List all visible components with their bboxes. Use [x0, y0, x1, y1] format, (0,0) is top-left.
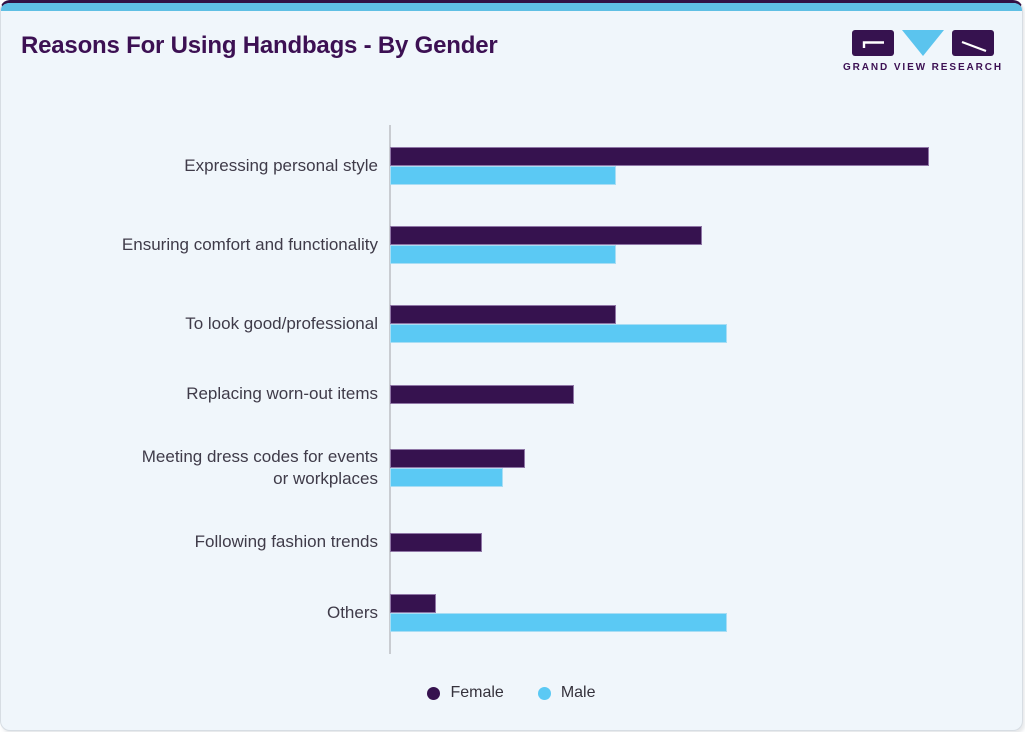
- category-label: Expressing personal style: [184, 156, 378, 175]
- gvr-logo: GRAND VIEW RESEARCH: [843, 29, 1001, 73]
- bar-group: [390, 593, 1002, 632]
- female-bar: [390, 384, 574, 404]
- male-bar: [390, 468, 504, 488]
- female-bar: [390, 147, 929, 166]
- male-bar: [390, 166, 617, 185]
- category-label: Following fashion trends: [194, 532, 378, 552]
- gvr-logo-mark-icon: [852, 30, 994, 56]
- chart-row: To look good/professional: [21, 304, 1002, 343]
- bar-group: [390, 304, 1002, 343]
- female-bar: [390, 593, 436, 613]
- chart-rows: Expressing personal style Ensuring comfo…: [21, 125, 1002, 654]
- chart-row: Expressing personal style: [21, 147, 1002, 185]
- chart-row: Ensuring comfort and functionality: [21, 225, 1002, 264]
- bar-group: [390, 384, 1002, 404]
- legend-item-male: Male: [537, 684, 596, 702]
- bar-group: [390, 449, 1002, 488]
- chart-legend: Female Male: [1, 684, 1022, 702]
- legend-label-female: Female: [450, 684, 504, 701]
- legend-item-female: Female: [427, 684, 504, 702]
- male-legend-dot-icon: [537, 686, 551, 700]
- chart-row: Replacing worn-out items: [21, 383, 1002, 405]
- category-label: To look good/professional: [185, 313, 378, 333]
- male-bar: [390, 612, 727, 632]
- female-bar: [390, 449, 525, 469]
- bar-group: [390, 147, 1002, 185]
- legend-label-male: Male: [560, 684, 596, 701]
- category-label: Others: [326, 602, 378, 622]
- female-bar: [390, 304, 617, 324]
- chart-row: Others: [21, 593, 1002, 632]
- gvr-logo-text: GRAND VIEW RESEARCH: [843, 62, 1003, 73]
- bar-group: [390, 225, 1002, 264]
- category-label: Meeting dress codes for events or workpl…: [141, 447, 378, 489]
- female-bar: [390, 532, 482, 552]
- page-title: Reasons For Using Handbags - By Gender: [21, 32, 498, 59]
- male-bar: [390, 244, 617, 264]
- bar-group: [390, 532, 1002, 552]
- top-accent-strip: [1, 3, 1022, 11]
- chart-row: Meeting dress codes for events or workpl…: [21, 446, 1002, 490]
- female-bar: [390, 225, 703, 245]
- male-bar: [390, 323, 727, 343]
- chart-row: Following fashion trends: [21, 531, 1002, 553]
- category-label: Replacing worn-out items: [186, 384, 378, 404]
- category-label: Ensuring comfort and functionality: [121, 234, 378, 254]
- bar-chart: Expressing personal style Ensuring comfo…: [21, 125, 1002, 654]
- female-legend-dot-icon: [427, 686, 441, 700]
